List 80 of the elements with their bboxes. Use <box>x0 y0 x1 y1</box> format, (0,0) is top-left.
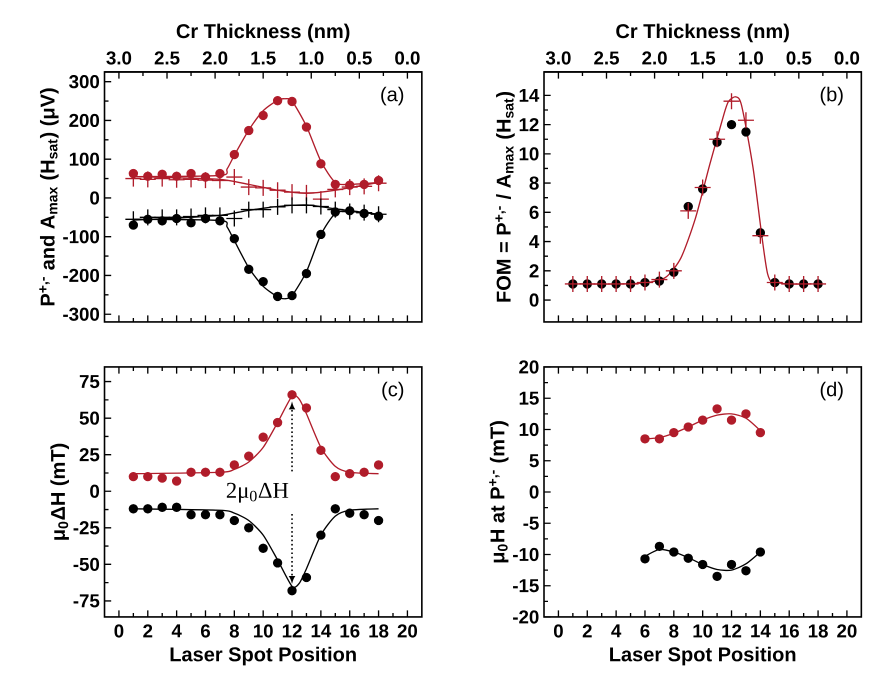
x2-tick-label: 0.5 <box>786 51 812 65</box>
y-tick-label: 20 <box>519 360 539 374</box>
x-tick-label: 8 <box>669 624 678 638</box>
y-axis-title: μ$_{0}$ΔH (mT) <box>50 444 69 540</box>
x-tick-label: 2 <box>143 624 152 638</box>
y-axis-title: μ$_{0}$H at P$^{+,-}$ (mT) <box>489 421 508 562</box>
x-tick-label: 0 <box>554 624 563 638</box>
x-tick-label: 20 <box>837 624 857 638</box>
y-tick-label: 10 <box>520 147 539 160</box>
x-tick-label: 0 <box>114 624 124 638</box>
y-tick-label: -50 <box>74 558 100 571</box>
y-tick-label: -25 <box>74 521 100 534</box>
y-tick-label: 15 <box>520 392 539 405</box>
x2-tick-label: 0.5 <box>347 51 372 65</box>
x2-axis-title: Cr Thickness (nm) <box>616 24 789 42</box>
x-tick-label: 2 <box>582 624 592 638</box>
y-tick-label: 0 <box>530 293 539 307</box>
y-tick-label: -20 <box>513 610 539 624</box>
y-axis-title: FOM = P$^{+,-}$ / A$_{max}$ (H$_{sat}$) <box>495 92 515 302</box>
x-tick-label: 8 <box>230 624 239 638</box>
x-tick-label: 20 <box>398 624 418 638</box>
y-tick-label: -200 <box>63 268 100 282</box>
x-tick-label: 6 <box>200 624 210 638</box>
x-tick-label: 18 <box>808 624 828 638</box>
y-tick-label: 300 <box>69 75 100 88</box>
y-tick-label: 0 <box>90 484 100 498</box>
y-tick-label: 12 <box>520 118 539 132</box>
x-tick-label: 16 <box>340 624 360 638</box>
x-tick-label: 12 <box>282 624 302 638</box>
y-tick-label: 5 <box>529 454 539 468</box>
x-tick-label: 10 <box>693 624 712 638</box>
y-tick-label: 10 <box>520 422 539 436</box>
x2-tick-label: 2.0 <box>642 51 667 65</box>
x-tick-label: 6 <box>640 624 650 638</box>
y-tick-label: 0 <box>90 191 100 205</box>
y-tick-label: 4 <box>529 235 540 248</box>
x2-tick-label: 3.0 <box>106 51 132 65</box>
x2-tick-label: 2.5 <box>154 51 180 65</box>
y-tick-label: 25 <box>80 448 100 462</box>
y-tick-label: -10 <box>513 548 539 562</box>
y-tick-label: 100 <box>70 152 100 166</box>
x2-tick-label: 1.0 <box>738 51 763 65</box>
x-tick-label: 18 <box>369 624 388 638</box>
annotation: (d) <box>820 382 843 400</box>
y-tick-label: 0 <box>530 485 539 499</box>
x2-tick-label: 2.0 <box>202 51 228 65</box>
y-tick-label: 6 <box>530 206 539 219</box>
x-tick-label: 4 <box>172 624 182 638</box>
x-axis-title: Laser Spot Position <box>610 646 796 666</box>
y-tick-label: -5 <box>523 516 539 530</box>
y-tick-label: 2 <box>530 264 539 278</box>
y-axis-title: P$^{+,-}$ and A$_{max}$ (H$_{sat}$) (μV) <box>39 88 59 306</box>
x2-axis-title: Cr Thickness (nm) <box>176 24 350 42</box>
x2-tick-label: 0.0 <box>834 51 860 65</box>
y-tick-label: 8 <box>529 176 539 190</box>
annotation: (c) <box>382 382 404 400</box>
x-axis-title: Laser Spot Position <box>170 646 356 666</box>
x2-tick-label: 1.0 <box>299 51 324 65</box>
annotation: (a) <box>381 86 404 106</box>
annotation: (b) <box>820 86 843 106</box>
y-tick-label: -75 <box>74 594 100 608</box>
x-tick-label: 12 <box>722 624 742 638</box>
x2-tick-label: 0.0 <box>395 51 420 65</box>
x2-tick-label: 1.5 <box>251 52 276 65</box>
annotation: 2μ$_{0}$ΔH <box>226 482 288 503</box>
x2-tick-label: 1.5 <box>690 52 716 65</box>
x2-tick-label: 2.5 <box>594 51 619 65</box>
x-tick-label: 4 <box>611 624 622 638</box>
x2-tick-label: 3.0 <box>546 51 571 65</box>
x-tick-label: 16 <box>780 624 799 638</box>
y-tick-label: 50 <box>80 412 100 425</box>
x-tick-label: 14 <box>751 624 771 638</box>
y-tick-label: 75 <box>80 375 100 388</box>
y-tick-label: -100 <box>63 230 100 244</box>
x-tick-label: 14 <box>312 624 332 638</box>
y-tick-label: 14 <box>520 88 540 102</box>
y-tick-label: 200 <box>69 114 100 128</box>
y-tick-label: -15 <box>513 579 539 592</box>
x-tick-label: 10 <box>254 624 273 638</box>
y-tick-label: -300 <box>63 308 100 321</box>
